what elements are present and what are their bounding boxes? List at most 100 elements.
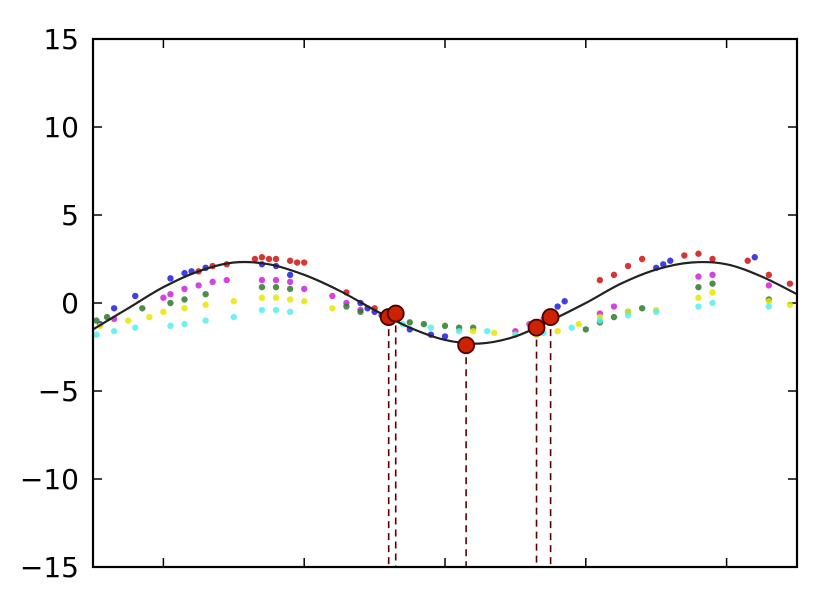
scatter-point	[554, 303, 561, 310]
scatter-point	[695, 273, 702, 280]
scatter-point	[554, 327, 561, 335]
scatter-point	[681, 252, 688, 259]
scatter-point	[709, 289, 716, 296]
scatter-point	[272, 283, 280, 291]
scatter-point	[125, 317, 132, 324]
scatter-point	[167, 291, 174, 298]
series-4	[96, 289, 794, 338]
scatter-point	[427, 324, 435, 331]
y-tick-label: 15	[43, 23, 79, 56]
scatter-point	[441, 322, 449, 330]
scatter-point	[110, 305, 118, 312]
scatter-point	[568, 324, 575, 331]
scatter-point	[484, 327, 491, 335]
scatter-point	[638, 305, 646, 312]
scatter-point	[301, 259, 308, 266]
scatter-point	[575, 320, 582, 328]
scatter-point	[610, 271, 618, 279]
scatter-point	[744, 257, 751, 264]
scatter-point	[751, 254, 758, 261]
scatter-point	[709, 255, 716, 263]
scatter-point	[181, 269, 188, 277]
scatter-point	[93, 331, 100, 338]
scatter-point	[181, 296, 188, 303]
series-2	[110, 271, 773, 335]
scatter-point	[258, 294, 266, 301]
scatter-point	[110, 327, 118, 335]
scatter-point	[139, 305, 146, 312]
scatter-point	[293, 259, 301, 266]
scatter-series	[93, 250, 794, 340]
scatter-point	[357, 308, 364, 315]
scatter-point	[286, 308, 294, 315]
scatter-point	[610, 313, 618, 321]
scatter-point	[624, 262, 632, 270]
plot-frame	[91, 37, 799, 569]
scatter-point	[103, 313, 111, 321]
scatter-point	[202, 317, 209, 324]
scatter-point	[132, 324, 139, 331]
highlight-point	[527, 318, 546, 337]
highlighted-points	[379, 304, 560, 355]
scatter-point	[561, 298, 568, 305]
scatter-point	[160, 294, 167, 301]
scatter-point	[167, 299, 174, 307]
scatter-point	[660, 261, 667, 268]
scatter-point	[286, 257, 294, 264]
scatter-point	[695, 283, 702, 291]
scatter-point	[329, 292, 336, 300]
y-tick-label: 10	[43, 111, 79, 144]
scatter-point	[610, 303, 618, 310]
scatter-point	[765, 298, 773, 305]
scatter-point	[272, 255, 280, 263]
scatter-point	[653, 308, 660, 315]
scatter-point	[230, 313, 237, 321]
scatter-point	[258, 254, 266, 261]
y-tick-label: −15	[20, 551, 79, 584]
scatter-point	[786, 280, 794, 287]
scatter-point	[624, 312, 632, 319]
scatter-point	[695, 303, 702, 310]
scatter-point	[181, 285, 188, 293]
fitted-curve	[92, 260, 798, 345]
scatter-point	[251, 255, 259, 263]
highlight-point	[386, 304, 405, 323]
scatter-point	[265, 255, 273, 263]
scatter-point	[181, 305, 188, 312]
scatter-point	[765, 303, 773, 310]
scatter-point	[765, 271, 773, 279]
scatter-point	[160, 308, 167, 315]
scatter-point	[286, 296, 294, 303]
scatter-point	[230, 298, 237, 305]
y-tick-label: −5	[38, 375, 79, 408]
drop-lines	[387, 313, 552, 567]
scatter-point	[469, 327, 477, 335]
highlight-point	[457, 336, 476, 355]
scatter-point	[455, 327, 463, 335]
scatter-point	[93, 317, 100, 324]
scatter-point	[286, 271, 294, 279]
scatter-point	[272, 306, 280, 314]
scatter-point	[146, 313, 153, 321]
y-tick-label: 0	[61, 287, 79, 320]
scatter-point	[695, 250, 702, 257]
scatter-point	[195, 282, 202, 289]
scatter-point	[272, 276, 280, 284]
scatter-point	[695, 294, 702, 301]
scatter-point	[786, 301, 794, 308]
highlight-point	[541, 308, 560, 326]
series-3	[93, 280, 773, 333]
axis-ticks	[93, 38, 797, 568]
scatter-point	[406, 319, 413, 326]
series-1	[195, 250, 794, 312]
scatter-point	[343, 303, 350, 310]
y-tick-labels: 15 10 5 0 −5 −10 −15	[20, 23, 79, 584]
scatter-point	[709, 299, 716, 307]
scatter-point	[223, 276, 230, 284]
scatter-point	[709, 280, 716, 287]
scatter-point	[638, 255, 646, 263]
y-tick-label: −10	[20, 463, 79, 496]
scatter-point	[258, 276, 266, 284]
